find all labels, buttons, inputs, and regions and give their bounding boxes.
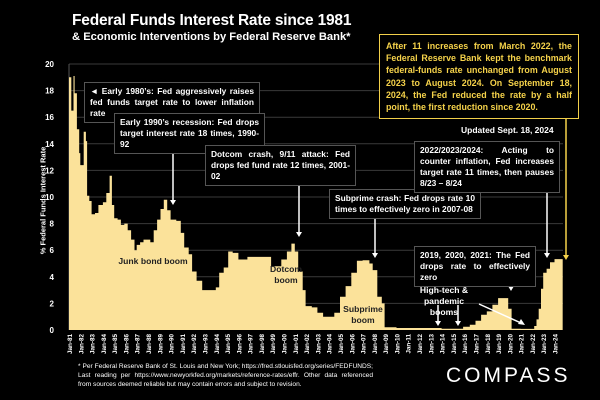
- chart-title: Federal Funds Interest Rate since 1981: [72, 12, 352, 29]
- x-tick-label: Jan-02: [304, 334, 311, 354]
- x-tick-label: Jan-95: [225, 334, 232, 354]
- x-tick-label: Jan-17: [473, 334, 480, 354]
- x-tick-label: Jan-09: [383, 334, 390, 354]
- x-tick-label: Jan-14: [440, 334, 447, 354]
- x-tick-label: Jan-05: [338, 334, 345, 354]
- x-tick-label: Jan-10: [394, 334, 401, 354]
- y-tick-label: 6: [50, 246, 55, 255]
- arrow-2022-head: [544, 253, 550, 258]
- x-tick-label: Jan-90: [169, 334, 176, 354]
- y-tick-label: 14: [45, 140, 54, 149]
- arrow-subprime-head: [372, 253, 378, 258]
- x-tick-label: Jan-87: [135, 334, 142, 354]
- y-tick-label: 4: [50, 273, 55, 282]
- x-tick-label: Jan-99: [270, 334, 277, 354]
- annotation-arrows: [170, 100, 569, 326]
- arrow-1990s-head: [170, 200, 176, 205]
- arrow-pandemic-line: [478, 303, 522, 324]
- x-tick-label: Jan-04: [327, 334, 334, 354]
- x-tick-labels: Jan-81 Jan-82 Jan-83 Jan-84 Jan-85 Jan-86 Jan-…: [67, 334, 560, 354]
- x-tick-label: Jan-98: [259, 334, 266, 354]
- y-tick-labels: 0 2 4 6 8 10 12 14 16 18 20: [45, 60, 54, 335]
- x-tick-label: Jan-12: [417, 334, 424, 354]
- label-junk-bond-boom: Junk bond boom: [118, 256, 188, 266]
- x-tick-label: Jan-15: [451, 334, 458, 354]
- x-tick-label: Jan-13: [428, 334, 435, 354]
- updated-date: Updated Sept. 18, 2024: [461, 125, 554, 135]
- x-tick-label: Jan-22: [530, 334, 537, 354]
- y-tick-label: 20: [45, 60, 54, 69]
- compass-logo: COMPASS: [446, 364, 571, 387]
- x-tick-label: Jan-83: [90, 334, 97, 354]
- arrow-2019-head: [508, 286, 514, 291]
- x-tick-label: Jan-20: [507, 334, 514, 354]
- x-tick-label: Jan-85: [112, 334, 119, 354]
- y-tick-label: 12: [45, 166, 54, 175]
- x-tick-label: Jan-18: [485, 334, 492, 354]
- x-tick-label: Jan-94: [214, 334, 221, 354]
- x-tick-label: Jan-97: [248, 334, 255, 354]
- annotation-2022-2024: 2022/2023/2024: Acting to counter inflat…: [414, 141, 560, 193]
- x-tick-label: Jan-24: [553, 334, 560, 354]
- annotation-subprime-crash: Subprime crash: Fed drops rate 10 times …: [329, 189, 481, 219]
- x-tick-label: Jan-19: [496, 334, 503, 354]
- x-tick-label: Jan-08: [372, 334, 379, 354]
- x-tick-label: Jan-07: [361, 334, 368, 354]
- x-tick-label: Jan-03: [315, 334, 322, 354]
- x-tick-label: Jan-89: [157, 334, 164, 354]
- x-tick-label: Jan-81: [67, 334, 74, 354]
- rate-area-series: [69, 76, 563, 330]
- label-dotcom-boom: Dotcom boom: [270, 264, 302, 285]
- x-tick-label: Jan-01: [293, 334, 300, 354]
- annotation-2019-2021: 2019, 2020, 2021: The Fed drops rate to …: [414, 246, 536, 287]
- x-tick-label: Jan-93: [202, 334, 209, 354]
- x-tick-label: Jan-92: [191, 334, 198, 354]
- x-tick-label: Jan-23: [541, 334, 548, 354]
- x-tick-label: Jan-21: [519, 334, 526, 354]
- arrow-pandemic-head: [518, 319, 525, 325]
- x-tick-label: Jan-06: [349, 334, 356, 354]
- arrow-note-head: [563, 255, 569, 260]
- y-axis-label: % Federal Funds Interest Rate: [38, 146, 48, 255]
- x-tick-label: Jan-84: [101, 334, 108, 354]
- x-tick-label: Jan-11: [406, 334, 413, 354]
- x-tick-label: Jan-82: [78, 334, 85, 354]
- y-tick-label: 8: [50, 220, 55, 229]
- x-tick-label: Jan-96: [236, 334, 243, 354]
- x-tick-label: Jan-88: [146, 334, 153, 354]
- y-tick-label: 2: [50, 299, 55, 308]
- x-tick-label: Jan-86: [123, 334, 130, 354]
- x-tick-label: Jan-16: [462, 334, 469, 354]
- arrow-hightech-1-head: [435, 321, 441, 326]
- note-box: After 11 increases from March 2022, the …: [379, 34, 579, 120]
- arrow-hightech-2-head: [455, 321, 461, 326]
- footer-source-note: * Per Federal Reserve Bank of St. Louis …: [78, 363, 373, 389]
- x-tick-label: Jan-91: [180, 334, 187, 354]
- y-tick-label: 0: [50, 326, 55, 335]
- label-subprime-boom: Subprime boom: [343, 304, 383, 325]
- arrow-dotcom-head: [296, 232, 302, 237]
- label-high-tech-pandemic-booms: High-tech & pandemic booms: [419, 285, 469, 317]
- y-tick-label: 18: [45, 87, 54, 96]
- x-tick-label: Jan-00: [282, 334, 289, 354]
- chart-subtitle: & Economic Interventions by Federal Rese…: [72, 31, 351, 43]
- y-tick-label: 10: [45, 193, 54, 202]
- y-tick-label: 16: [45, 113, 54, 122]
- annotation-dotcom-crash: Dotcom crash, 9/11 attack: Fed drops fed…: [205, 145, 356, 186]
